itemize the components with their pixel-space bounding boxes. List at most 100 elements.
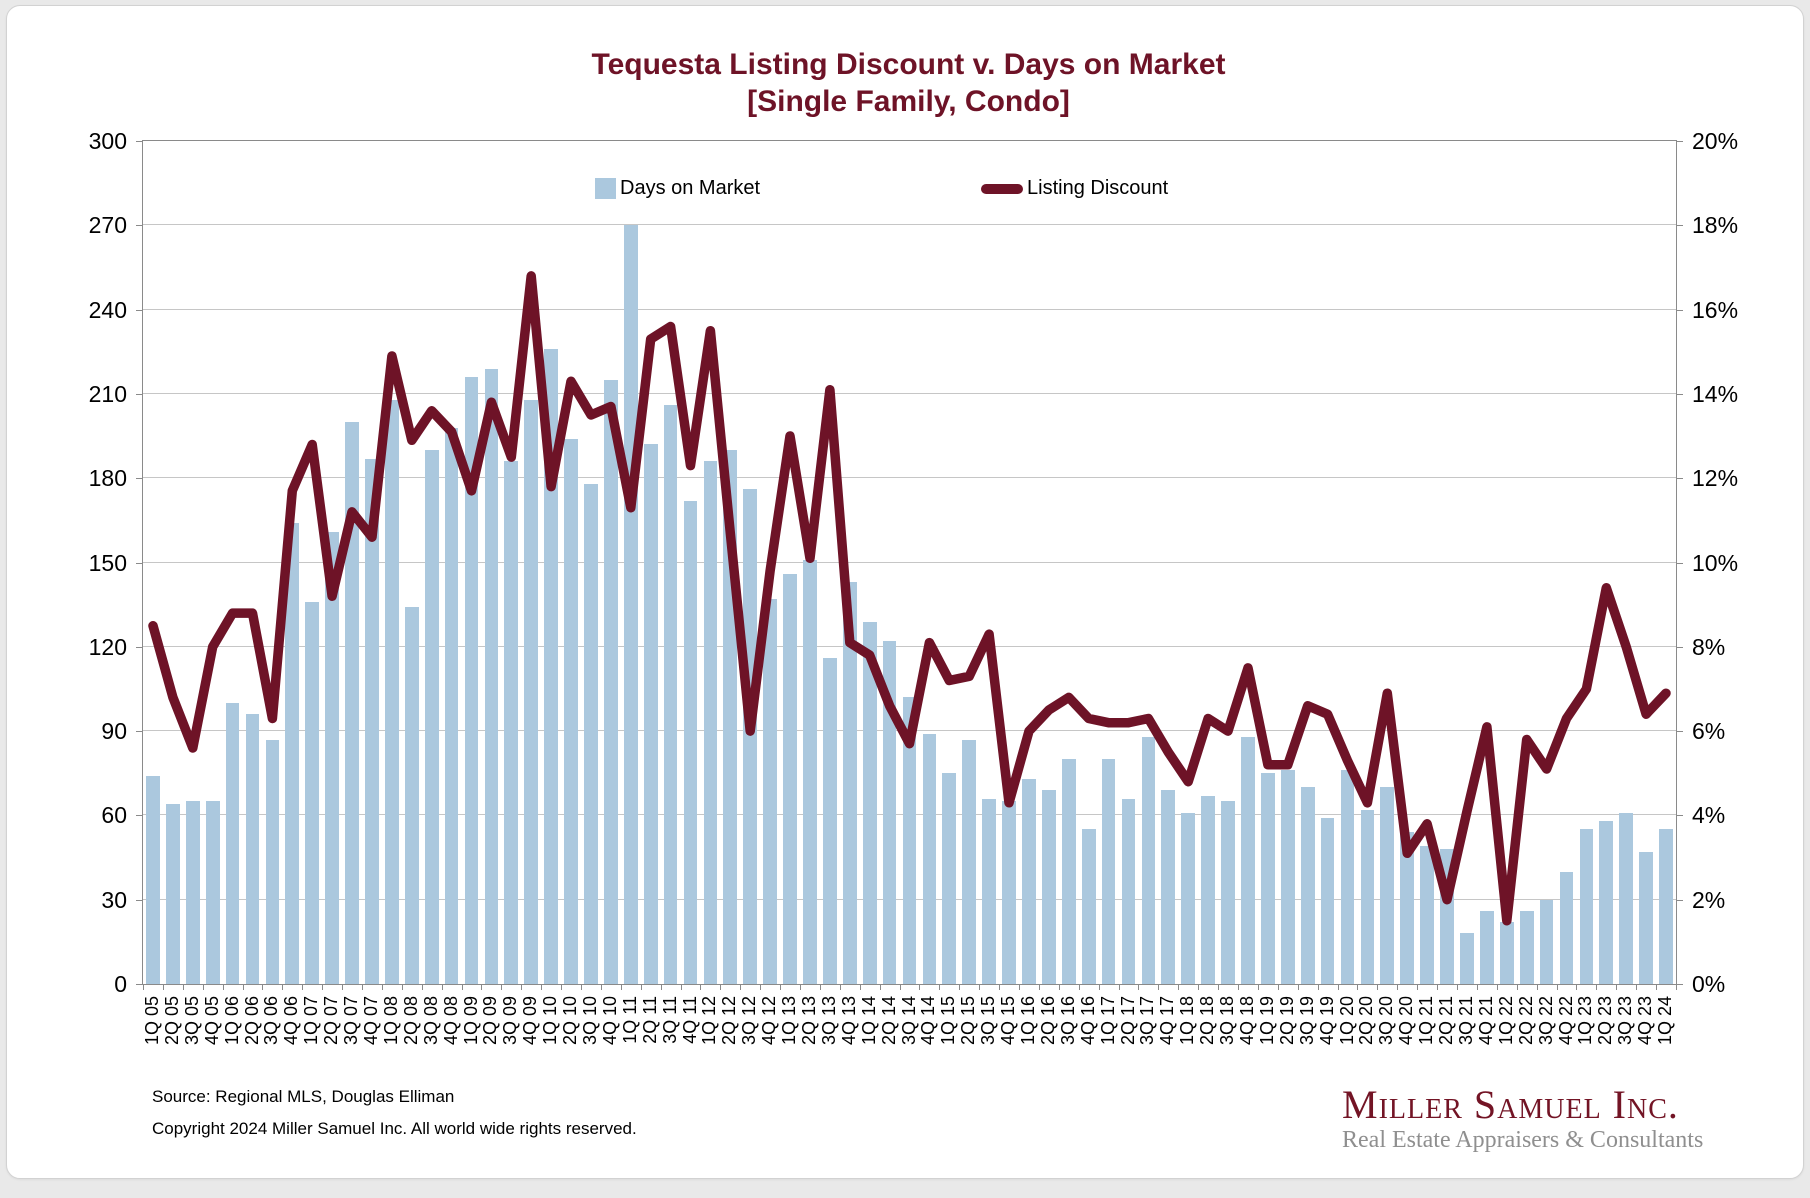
y-axis-left-tick-label: 60 xyxy=(101,802,127,829)
x-axis-tick-label: 1Q 08 xyxy=(380,996,401,1046)
x-axis-tick-label: 1Q 16 xyxy=(1017,996,1038,1046)
x-axis-tick-label: 2Q 18 xyxy=(1197,996,1218,1046)
x-axis-tick-label: 3Q 11 xyxy=(659,996,680,1044)
bar-days-on-market xyxy=(1340,770,1355,984)
bar-days-on-market xyxy=(245,714,260,984)
y-axis-left-tick-label: 270 xyxy=(88,212,127,239)
x-axis-tick xyxy=(1636,984,1638,990)
x-axis-tick-label: 3Q 18 xyxy=(1217,996,1238,1046)
x-axis-tick xyxy=(1238,984,1239,990)
gridline xyxy=(143,645,1676,647)
miller-samuel-logo: Miller Samuel Inc. Real Estate Appraiser… xyxy=(1342,1084,1712,1154)
x-axis-tick xyxy=(640,984,642,990)
bar-days-on-market xyxy=(584,483,598,984)
days-on-market-swatch-icon xyxy=(595,178,616,199)
x-axis-tick xyxy=(879,984,881,990)
x-axis-tick-label: 2Q 22 xyxy=(1515,996,1536,1046)
bar-days-on-market xyxy=(1599,821,1614,984)
x-axis-tick xyxy=(1516,984,1518,990)
bar-days-on-market xyxy=(504,461,519,984)
x-axis-tick xyxy=(959,984,961,990)
bar-days-on-market xyxy=(205,801,220,984)
bar-days-on-market xyxy=(922,733,937,984)
x-axis-tick xyxy=(760,984,762,990)
x-axis-tick-label: 1Q 06 xyxy=(221,996,242,1046)
x-axis-tick-label: 4Q 05 xyxy=(201,996,222,1046)
bar-days-on-market xyxy=(1161,790,1176,984)
bar-days-on-market xyxy=(285,523,300,984)
x-axis-tick-label: 3Q 07 xyxy=(341,996,362,1046)
x-axis-tick xyxy=(501,984,503,990)
x-axis-tick xyxy=(561,984,563,990)
y-axis-right-tick-label: 2% xyxy=(1692,886,1726,913)
y-axis-tick xyxy=(136,309,143,311)
x-axis-tick xyxy=(282,984,284,990)
listing-discount-line xyxy=(148,271,1671,926)
x-axis-tick xyxy=(979,984,981,990)
x-axis-tick xyxy=(1158,984,1160,990)
bar-days-on-market xyxy=(464,377,479,984)
y-axis-tick xyxy=(136,141,143,142)
y-axis-tick xyxy=(1676,562,1683,564)
x-axis-tick xyxy=(700,984,702,990)
source-note: Source: Regional MLS, Douglas Elliman xyxy=(152,1087,455,1106)
x-axis-tick xyxy=(481,984,483,990)
x-axis-tick-label: 2Q 15 xyxy=(958,996,979,1046)
x-axis-tick xyxy=(1656,984,1658,990)
x-axis-tick-label: 4Q 06 xyxy=(281,996,302,1046)
y-axis-tick xyxy=(1676,899,1683,901)
y-axis-left-tick-label: 210 xyxy=(88,380,127,407)
x-axis-tick-label: 2Q 23 xyxy=(1595,996,1616,1046)
x-axis-tick-label: 2Q 13 xyxy=(798,996,819,1046)
x-axis-tick-label: 2Q 07 xyxy=(321,996,342,1046)
y-axis-left-tick-label: 120 xyxy=(88,633,127,660)
x-axis-tick-label: 1Q 17 xyxy=(1097,996,1118,1046)
x-axis-tick xyxy=(421,984,423,990)
bar-days-on-market xyxy=(1539,899,1554,984)
x-axis-tick-label: 4Q 08 xyxy=(440,996,461,1046)
bar-days-on-market xyxy=(1022,778,1036,984)
chart-card: Tequesta Listing Discount v. Days on Mar… xyxy=(6,5,1804,1179)
x-axis-tick xyxy=(242,984,244,990)
x-axis-tick xyxy=(620,984,622,990)
bar-days-on-market xyxy=(1559,871,1574,984)
x-axis-tick xyxy=(381,984,383,990)
y-axis-tick xyxy=(1676,646,1683,648)
x-axis-tick xyxy=(1277,984,1279,990)
x-axis-tick-label: 4Q 16 xyxy=(1077,996,1098,1046)
bar-days-on-market xyxy=(1221,801,1235,984)
x-axis-tick-label: 3Q 09 xyxy=(500,996,521,1046)
x-axis-tick-label: 1Q 07 xyxy=(301,996,322,1046)
x-axis-tick xyxy=(740,984,742,990)
bar-days-on-market xyxy=(404,607,419,984)
x-axis-tick xyxy=(521,984,523,990)
x-axis-tick xyxy=(162,984,164,990)
y-axis-tick xyxy=(1676,731,1683,733)
logo-name: Miller Samuel Inc. xyxy=(1342,1082,1679,1127)
bar-days-on-market xyxy=(1300,787,1315,984)
bar-days-on-market xyxy=(1499,922,1514,984)
x-axis-tick-label: 1Q 19 xyxy=(1256,996,1277,1046)
x-axis-tick-label: 3Q 16 xyxy=(1057,996,1078,1046)
bar-days-on-market xyxy=(146,776,160,984)
x-axis-tick-label: 4Q 12 xyxy=(759,996,780,1046)
bar-days-on-market xyxy=(444,427,459,984)
x-axis-tick xyxy=(362,984,363,990)
x-axis-tick-label: 3Q 21 xyxy=(1455,996,1476,1046)
x-axis-tick-label: 4Q 09 xyxy=(520,996,541,1046)
bar-days-on-market xyxy=(1002,801,1016,984)
x-axis-tick xyxy=(999,984,1001,990)
x-axis-tick-label: 3Q 19 xyxy=(1296,996,1317,1046)
y-axis-right-tick-label: 18% xyxy=(1692,212,1739,239)
x-axis-tick xyxy=(1118,984,1120,990)
x-axis-tick-label: 3Q 23 xyxy=(1615,996,1636,1046)
y-axis-tick xyxy=(136,731,143,733)
x-axis-tick-label: 4Q 19 xyxy=(1316,996,1337,1046)
x-axis-tick-label: 1Q 09 xyxy=(460,996,481,1046)
x-axis-tick xyxy=(302,984,304,990)
bar-days-on-market xyxy=(743,489,758,984)
legend-label-days: Days on Market xyxy=(620,177,761,199)
bar-days-on-market xyxy=(524,399,539,984)
y-axis-tick xyxy=(136,899,143,901)
x-axis-tick-label: 1Q 22 xyxy=(1495,996,1516,1046)
